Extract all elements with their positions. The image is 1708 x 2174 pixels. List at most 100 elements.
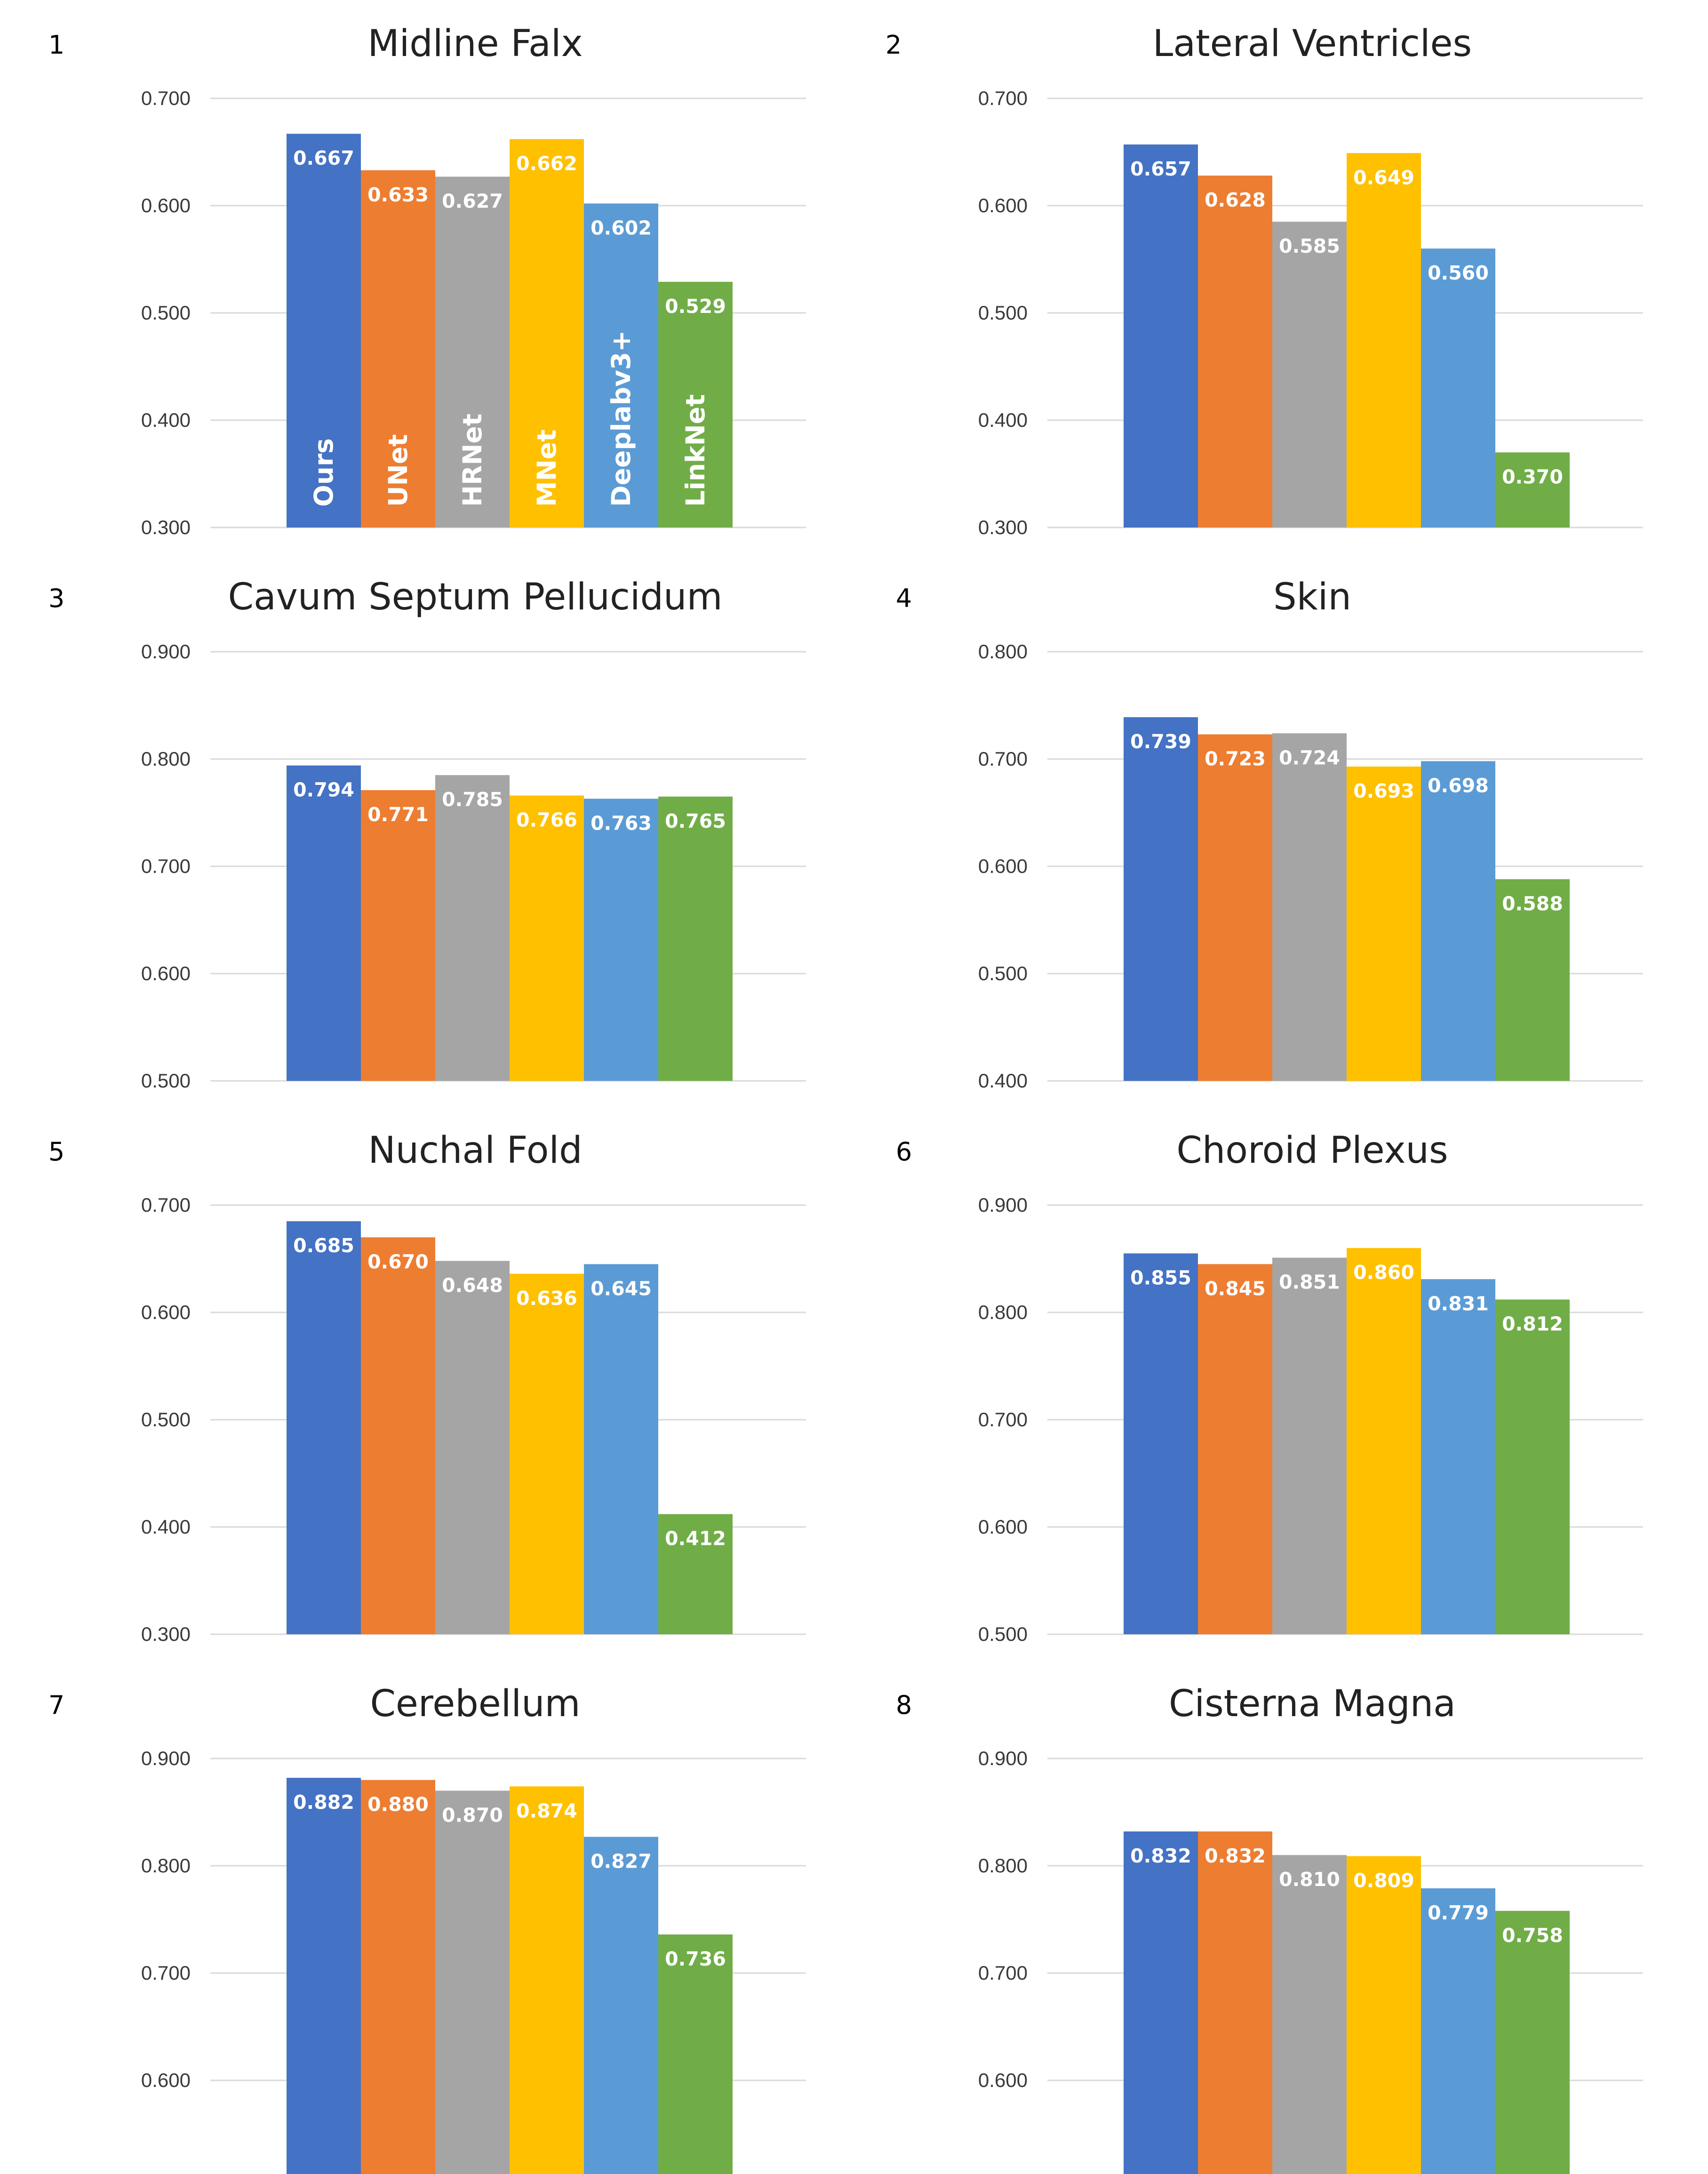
bar-linknet <box>1495 879 1570 1081</box>
y-tick-label: 0.900 <box>141 1747 191 1769</box>
data-label: 0.529 <box>665 295 726 318</box>
bar-unet <box>361 170 435 528</box>
bar-hrnet <box>1272 1855 1347 2174</box>
bar-ours <box>1124 717 1198 1081</box>
bar-hrnet <box>1272 1257 1347 1634</box>
y-tick-label: 0.400 <box>978 1070 1028 1092</box>
data-label: 0.648 <box>442 1274 503 1297</box>
panel-number: 7 <box>48 1690 64 1720</box>
bar-ours <box>287 765 361 1081</box>
bar-mnet <box>1347 766 1421 1081</box>
data-label: 0.832 <box>1130 1845 1191 1867</box>
data-label: 0.585 <box>1279 235 1340 257</box>
data-label: 0.794 <box>293 779 354 801</box>
data-label: 0.636 <box>516 1287 577 1310</box>
y-tick-label: 0.600 <box>978 855 1028 877</box>
category-label: HRNet <box>457 414 487 507</box>
chart-title: Choroid Plexus <box>1176 1129 1448 1172</box>
bar-linknet <box>658 1934 733 2174</box>
bar-unet <box>361 1237 435 1634</box>
bar-hrnet <box>435 1261 510 1634</box>
data-label: 0.771 <box>367 803 429 826</box>
bar-mnet <box>510 1786 584 2174</box>
bar-linknet <box>658 281 733 528</box>
panel-number: 5 <box>48 1137 64 1167</box>
bar-deeplabv3 <box>1421 248 1495 528</box>
chart-title: Cavum Septum Pellucidum <box>228 576 723 618</box>
data-label: 0.766 <box>516 809 577 831</box>
data-label: 0.370 <box>1502 465 1563 488</box>
y-tick-label: 0.700 <box>978 1962 1028 1984</box>
bar-mnet <box>510 139 584 528</box>
data-label: 0.880 <box>367 1793 429 1816</box>
bar-linknet <box>1495 1299 1570 1634</box>
y-tick-label: 0.500 <box>978 962 1028 984</box>
chart-panel-3: 3 Cavum Septum Pellucidum 0.500 0.600 0.700 0… <box>48 576 806 1092</box>
y-tick-label: 0.700 <box>978 1408 1028 1431</box>
data-label: 0.698 <box>1428 775 1489 797</box>
bar-linknet <box>658 1514 733 1634</box>
data-label: 0.628 <box>1205 189 1266 211</box>
data-label: 0.560 <box>1428 262 1489 284</box>
data-label: 0.588 <box>1502 892 1563 915</box>
bar-hrnet <box>435 775 510 1081</box>
bar-ours <box>1124 1253 1198 1634</box>
data-label: 0.633 <box>367 184 429 206</box>
panel-number: 2 <box>886 30 902 60</box>
bar-deeplabv3 <box>1421 1888 1495 2174</box>
bar-linknet <box>1495 1910 1570 2174</box>
panel-number: 6 <box>896 1137 912 1167</box>
data-label: 0.602 <box>591 216 652 239</box>
y-tick-label: 0.600 <box>141 1301 191 1323</box>
data-label: 0.874 <box>516 1799 577 1822</box>
y-tick-label: 0.600 <box>978 194 1028 216</box>
bar-deeplabv3 <box>584 203 658 528</box>
data-label: 0.724 <box>1279 746 1340 769</box>
chart-panel-4: 4 Skin 0.400 0.500 0.600 0.700 0.800 0.739 0.723… <box>896 576 1643 1092</box>
bar-mnet <box>1347 1248 1421 1634</box>
data-label: 0.870 <box>442 1804 503 1826</box>
y-tick-label: 0.600 <box>978 1516 1028 1538</box>
bar-mnet <box>1347 1856 1421 2174</box>
y-tick-label: 0.900 <box>978 1194 1028 1216</box>
y-tick-label: 0.700 <box>141 1194 191 1216</box>
y-tick-label: 0.700 <box>141 1962 191 1984</box>
y-tick-label: 0.700 <box>141 87 191 109</box>
y-tick-label: 0.800 <box>141 748 191 770</box>
panel-number: 4 <box>896 583 912 613</box>
panel-number: 1 <box>48 30 64 60</box>
data-label: 0.860 <box>1353 1261 1414 1284</box>
y-tick-label: 0.700 <box>978 87 1028 109</box>
data-label: 0.810 <box>1279 1868 1340 1891</box>
bar-unet <box>361 1780 435 2174</box>
bar-ours <box>287 134 361 528</box>
y-tick-label: 0.800 <box>141 1854 191 1877</box>
bar-ours <box>287 1778 361 2174</box>
data-label: 0.685 <box>293 1234 354 1257</box>
y-tick-label: 0.500 <box>141 1070 191 1092</box>
data-label: 0.662 <box>516 152 577 175</box>
bar-unet <box>1198 1831 1272 2174</box>
category-label: Deeplabv3+ <box>606 330 636 507</box>
data-label: 0.412 <box>665 1527 726 1550</box>
chart-title: Midline Falx <box>367 23 583 65</box>
y-tick-label: 0.300 <box>141 1623 191 1645</box>
bar-ours <box>287 1221 361 1634</box>
data-label: 0.831 <box>1428 1292 1489 1315</box>
chart-panel-6: 6 Choroid Plexus 0.500 0.600 0.700 0.800 0.900… <box>896 1129 1643 1645</box>
data-label: 0.855 <box>1130 1267 1191 1289</box>
bar-mnet <box>1347 153 1421 528</box>
data-label: 0.723 <box>1205 748 1266 770</box>
bar-hrnet <box>1272 733 1347 1081</box>
data-label: 0.645 <box>591 1277 652 1300</box>
y-tick-label: 0.500 <box>141 1408 191 1431</box>
bar-ours <box>1124 144 1198 528</box>
y-tick-label: 0.500 <box>978 302 1028 324</box>
bar-unet <box>361 790 435 1081</box>
bar-linknet <box>658 796 733 1081</box>
data-label: 0.693 <box>1353 780 1414 802</box>
category-label: Ours <box>309 438 339 507</box>
chart-panel-5: 5 Nuchal Fold 0.300 0.400 0.500 0.600 0.700 0.6… <box>48 1129 806 1645</box>
y-tick-label: 0.600 <box>141 194 191 216</box>
